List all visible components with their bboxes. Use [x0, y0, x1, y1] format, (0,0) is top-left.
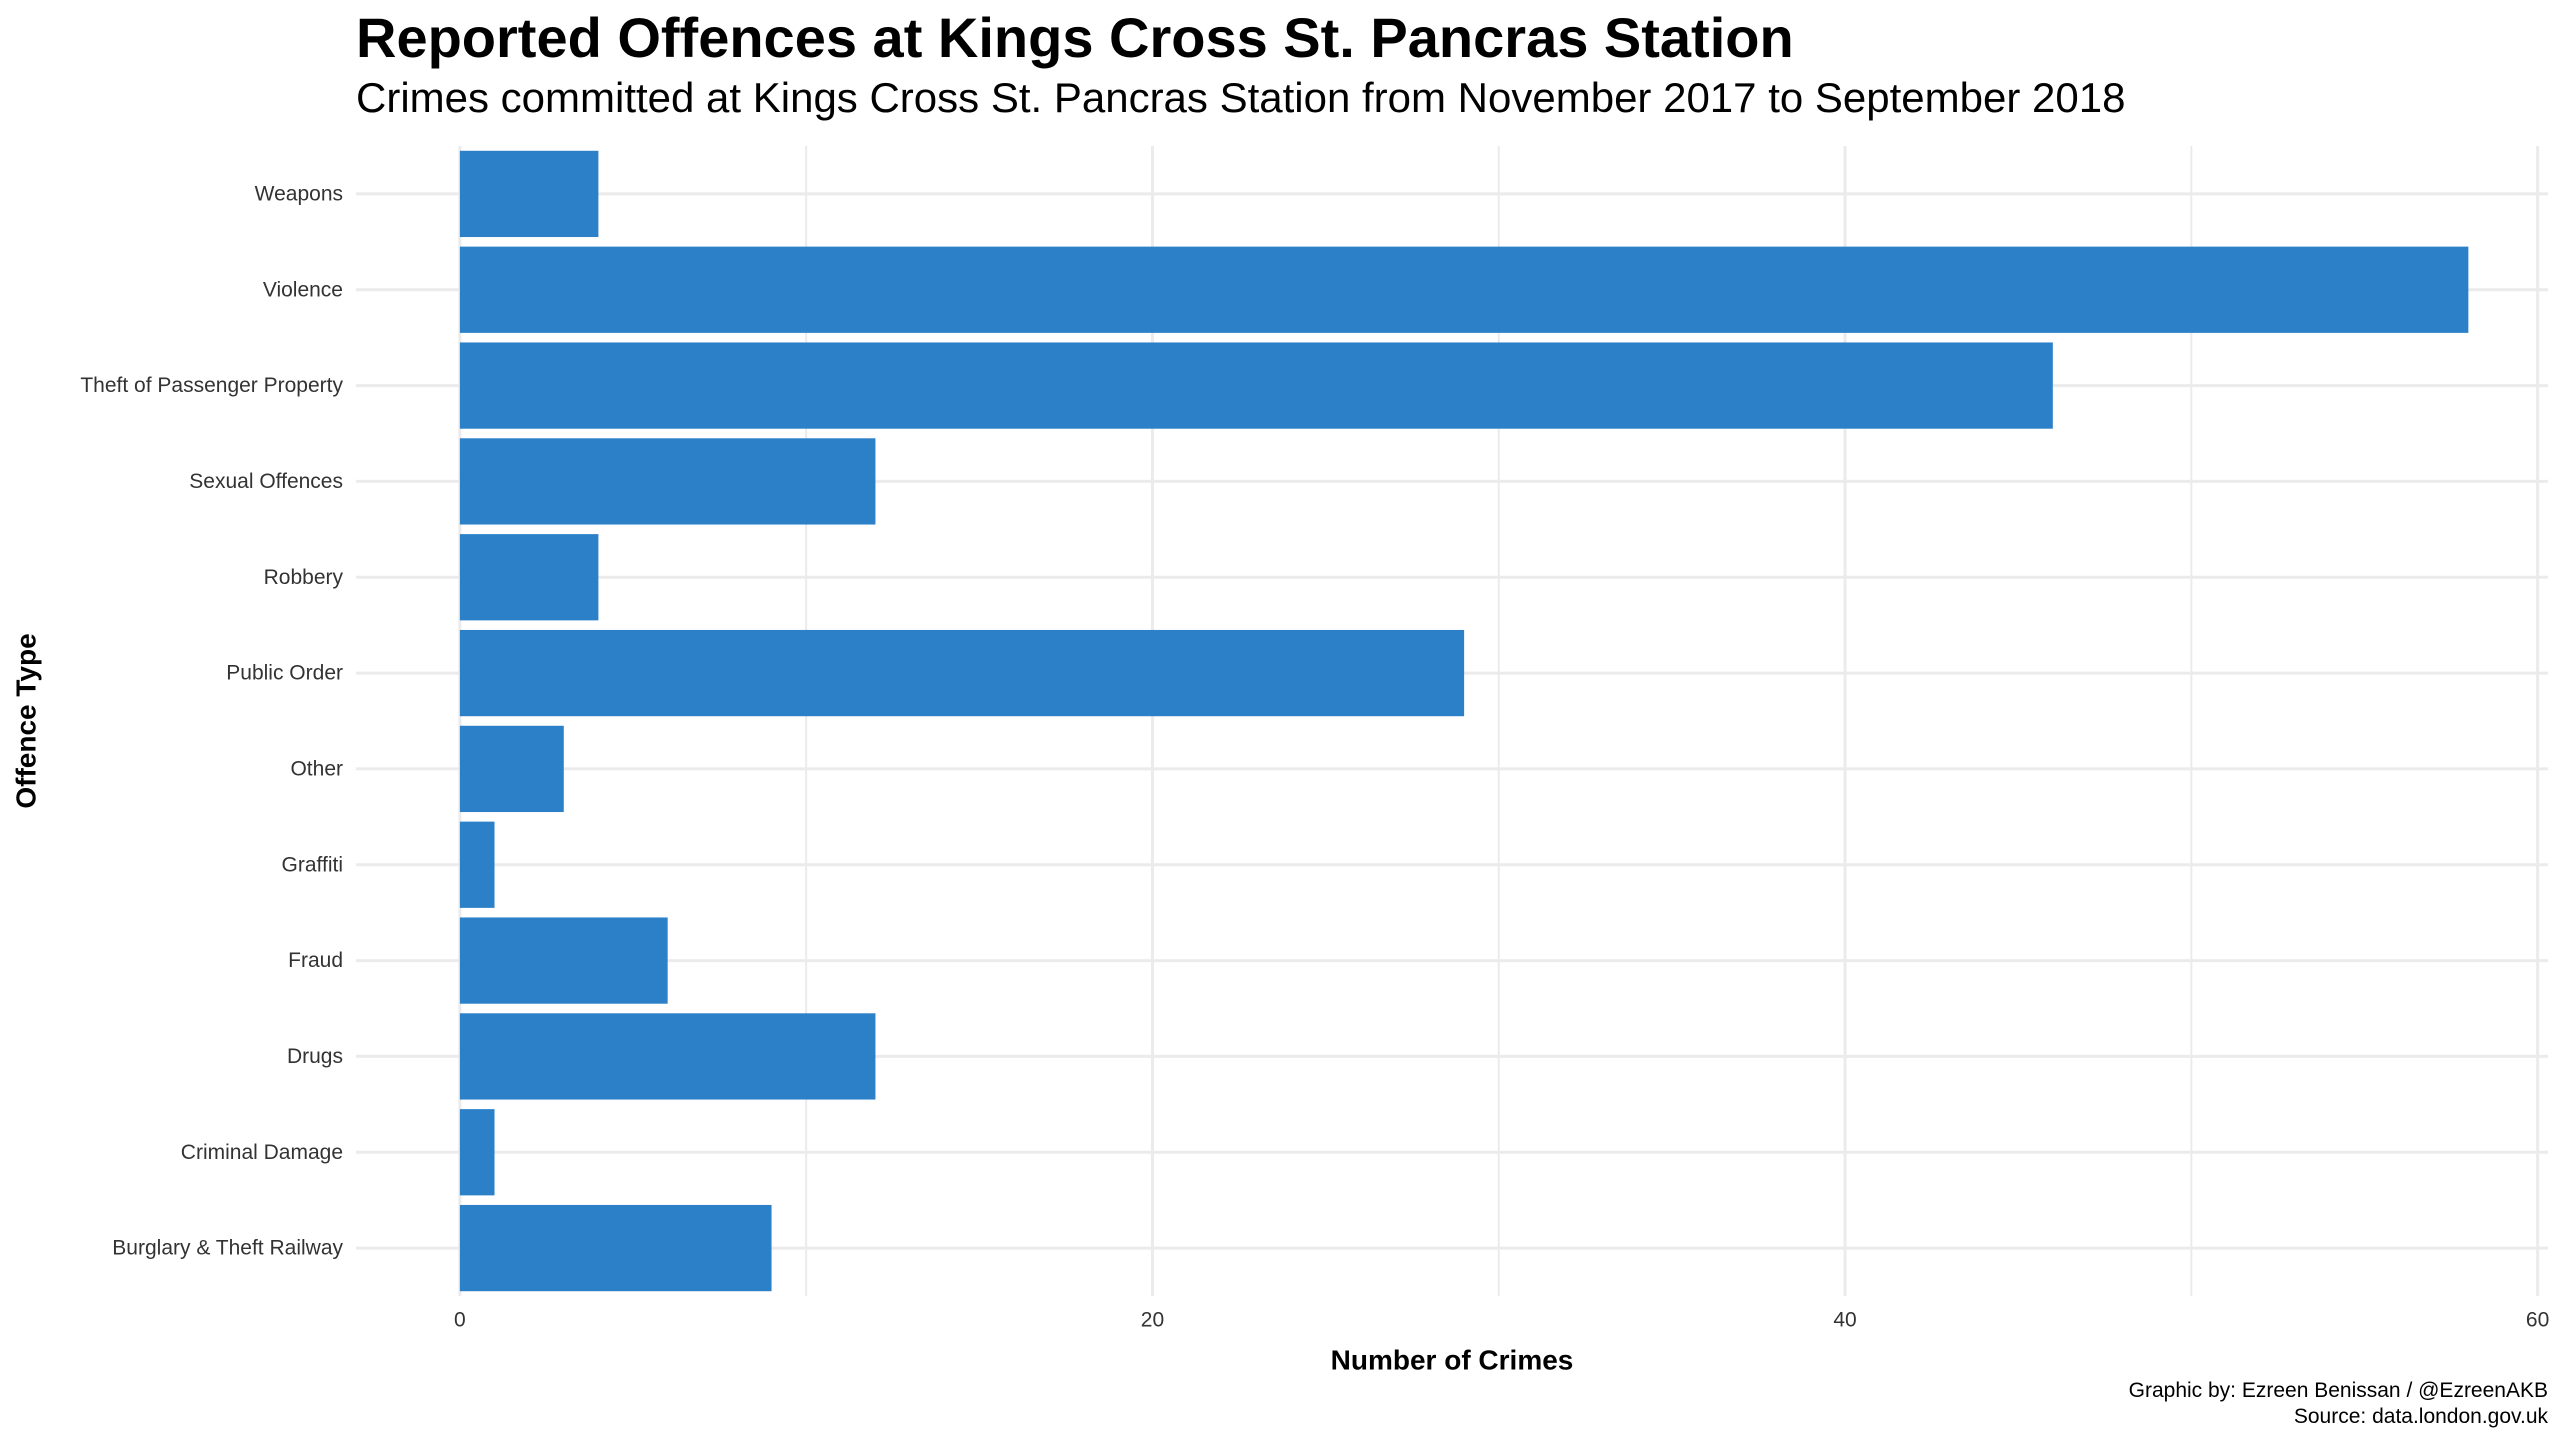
- bar: [459, 725, 564, 813]
- caption-source: Source: data.london.gov.uk: [2293, 1405, 2548, 1428]
- bar: [459, 534, 599, 621]
- bar: [459, 150, 599, 238]
- bars: [459, 150, 2469, 1292]
- y-axis-tick-labels: Weapons Violence Theft of Passenger Proper…: [80, 182, 343, 1259]
- y-tick-label: Fraud: [288, 949, 343, 972]
- y-tick-label: Criminal Damage: [181, 1141, 343, 1164]
- x-tick-label: 60: [2526, 1309, 2549, 1332]
- bar: [459, 246, 2469, 333]
- chart-subtitle: Crimes committed at Kings Cross St. Panc…: [356, 74, 2126, 121]
- x-tick-label: 40: [1833, 1309, 1856, 1332]
- gridlines: [356, 146, 2548, 1296]
- y-tick-label: Burglary & Theft Railway: [112, 1237, 343, 1260]
- y-tick-label: Drugs: [287, 1045, 343, 1068]
- y-axis-title: Offence Type: [11, 633, 42, 808]
- y-tick-label: Theft of Passenger Property: [80, 374, 343, 397]
- bar: [459, 1013, 876, 1100]
- y-tick-label: Robbery: [264, 566, 344, 589]
- y-tick-label: Graffiti: [282, 853, 343, 876]
- caption-credit: Graphic by: Ezreen Benissan / @EzreenAKB: [2128, 1379, 2548, 1402]
- bar: [459, 821, 495, 908]
- chart-title: Reported Offences at Kings Cross St. Pan…: [356, 6, 1794, 69]
- x-tick-label: 20: [1141, 1309, 1164, 1332]
- bar: [459, 342, 2053, 429]
- bar: [459, 629, 1465, 717]
- y-tick-label: Violence: [263, 278, 343, 301]
- y-tick-label: Public Order: [226, 662, 343, 685]
- chart-caption: Graphic by: Ezreen Benissan / @EzreenAKB…: [2129, 1378, 2548, 1430]
- x-tick-label: 0: [454, 1309, 466, 1332]
- bar: [459, 917, 668, 1004]
- y-tick-label: Sexual Offences: [189, 470, 343, 493]
- x-axis-tick-labels: 0 20 40 60: [454, 1309, 2549, 1332]
- y-tick-label: Other: [290, 757, 343, 780]
- y-tick-label: Weapons: [255, 182, 343, 205]
- x-axis-title: Number of Crimes: [1331, 1345, 1574, 1376]
- bar: [459, 438, 876, 525]
- bar: [459, 1109, 495, 1196]
- bar: [459, 1204, 772, 1292]
